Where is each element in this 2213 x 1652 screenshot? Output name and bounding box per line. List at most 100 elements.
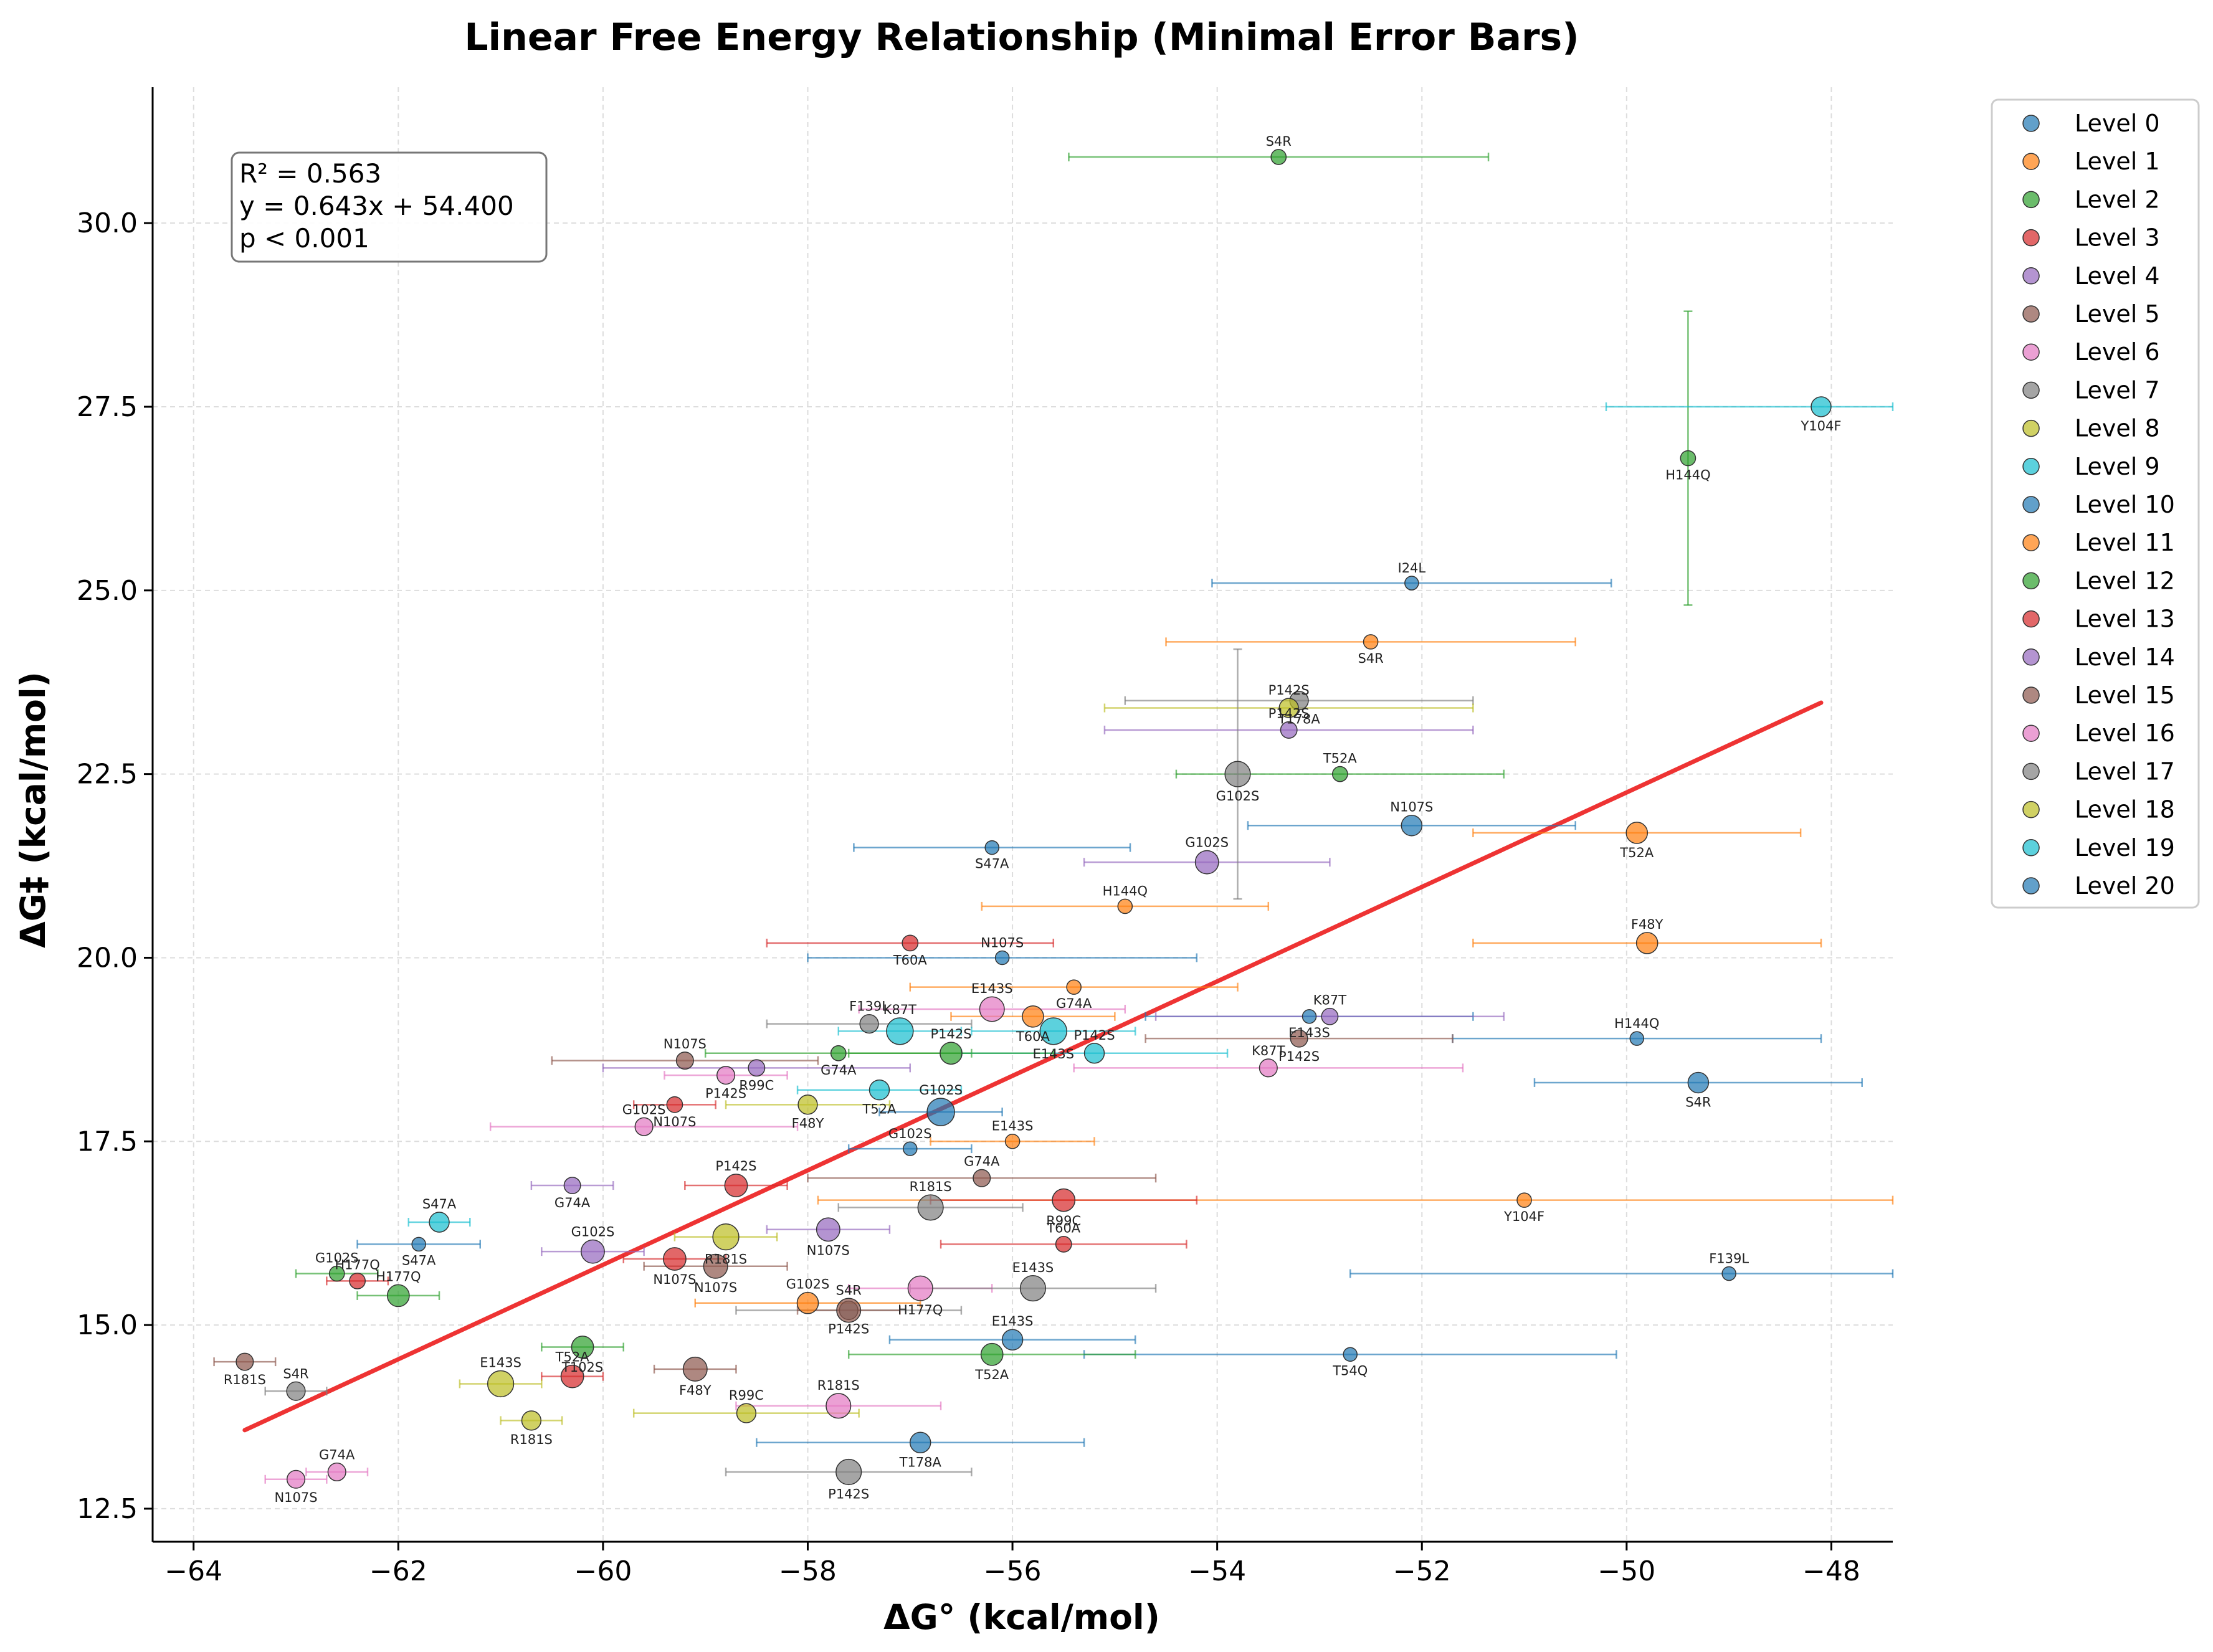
point-label: E143S: [1032, 1047, 1074, 1061]
data-point: [869, 1080, 890, 1101]
point-label: T52A: [1619, 845, 1654, 860]
point-label: R99C: [729, 1388, 764, 1403]
legend-marker: [2022, 686, 2040, 704]
point-label: N107S: [274, 1490, 317, 1505]
data-point: [748, 1059, 766, 1077]
data-point: [926, 1098, 955, 1126]
point-label: G102S: [786, 1277, 830, 1292]
data-point: [1039, 1017, 1067, 1045]
data-point: [1680, 450, 1697, 467]
point-label: R181S: [910, 1179, 952, 1194]
point-label: E143S: [971, 981, 1013, 996]
point-label: E143S: [1288, 1025, 1330, 1040]
point-label: G74A: [821, 1063, 857, 1078]
data-point: [666, 1096, 683, 1113]
point-label: P142S: [1278, 1049, 1320, 1064]
point-label: F48Y: [1631, 917, 1663, 932]
data-point: [835, 1458, 862, 1486]
data-point: [349, 1272, 366, 1289]
point-label: T54Q: [1332, 1363, 1368, 1378]
data-point: [859, 1014, 879, 1034]
data-point: [571, 1336, 594, 1359]
point-label: R181S: [705, 1251, 747, 1266]
data-point: [1022, 1005, 1044, 1028]
y-tick-label: 22.5: [77, 759, 138, 790]
y-tick-label: 12.5: [77, 1493, 138, 1525]
point-label: H177Q: [898, 1303, 943, 1317]
point-label: E143S: [992, 1119, 1034, 1134]
point-label: S4R: [836, 1283, 862, 1298]
point-label: K87T: [1252, 1043, 1285, 1058]
data-point: [1055, 1235, 1072, 1253]
data-point: [1259, 1058, 1278, 1078]
point-label: G102S: [888, 1126, 932, 1141]
data-point: [836, 1298, 862, 1323]
y-tick-label: 17.5: [77, 1126, 138, 1157]
point-label: G102S: [1216, 789, 1260, 804]
legend-label: Level 8: [2075, 415, 2160, 442]
point-label: G102S: [571, 1224, 615, 1239]
point-label: F48Y: [679, 1383, 711, 1398]
point-label: H144Q: [1614, 1016, 1659, 1031]
data-point: [816, 1217, 840, 1242]
data-point: [487, 1370, 515, 1398]
stats-box-frame: [231, 151, 548, 263]
data-point: [736, 1403, 757, 1423]
data-point: [984, 840, 999, 855]
stats-box: R² = 0.563 y = 0.643x + 54.400 p < 0.001: [231, 151, 548, 263]
data-point: [1052, 1188, 1076, 1212]
point-label: R181S: [510, 1432, 553, 1447]
point-label: P142S: [930, 1027, 971, 1042]
data-point: [286, 1381, 306, 1401]
x-ticks: −64 −62 −60 −58 −56 −54 −52 −50 −48: [164, 1542, 1860, 1587]
data-point: [411, 1237, 426, 1252]
x-tick-label: −54: [1188, 1555, 1246, 1587]
grid: [153, 87, 1893, 1542]
y-tick-label: 20.0: [77, 942, 138, 974]
point-label: R181S: [224, 1372, 266, 1387]
x-tick-label: −48: [1802, 1555, 1860, 1587]
data-point: [328, 1265, 345, 1282]
point-label: G74A: [319, 1448, 355, 1463]
data-point: [1635, 932, 1659, 954]
legend-marker: [2022, 534, 2040, 551]
x-tick-label: −64: [164, 1555, 222, 1587]
legend-marker: [2022, 267, 2040, 285]
legend-label: Level 20: [2075, 872, 2175, 900]
data-point: [581, 1239, 605, 1264]
legend: Level 0 Level 1 Level 2 Level 3 Level 4 Level…: [1991, 98, 2200, 909]
data-point: [521, 1410, 542, 1431]
data-point: [797, 1094, 818, 1115]
legend-label: Level 12: [2075, 567, 2175, 594]
point-label: K87T: [883, 1002, 916, 1017]
data-point: [1302, 1009, 1317, 1024]
point-label: T178A: [899, 1455, 942, 1469]
y-ticks: 12.5 15.0 17.5 20.0 22.5 25.0 27.5 30.0: [77, 207, 153, 1525]
data-point: [1194, 850, 1219, 875]
point-label: E143S: [480, 1355, 521, 1370]
point-label: G102S: [1185, 835, 1229, 850]
point-label: R99C: [1046, 1213, 1081, 1228]
data-point: [236, 1352, 254, 1371]
legend-label: Level 14: [2075, 643, 2175, 671]
legend-label: Level 6: [2075, 338, 2160, 366]
point-label: R99C: [739, 1078, 774, 1093]
legend-marker: [2022, 877, 2040, 895]
data-point: [979, 996, 1005, 1022]
legend-marker: [2022, 419, 2040, 437]
data-point: [1280, 721, 1298, 739]
data-point: [560, 1364, 584, 1389]
legend-label: Level 10: [2075, 491, 2175, 518]
data-point: [1001, 1329, 1024, 1351]
data-point: [1687, 1071, 1710, 1094]
x-tick-label: −52: [1393, 1555, 1451, 1587]
point-label: N107S: [664, 1037, 707, 1051]
point-label: T178A: [1277, 712, 1320, 727]
legend-label: Level 17: [2075, 757, 2175, 785]
legend-marker: [2022, 153, 2040, 170]
data-point: [429, 1212, 450, 1233]
data-point: [675, 1051, 694, 1070]
point-label: P142S: [828, 1321, 869, 1336]
point-label: T52A: [974, 1367, 1009, 1382]
